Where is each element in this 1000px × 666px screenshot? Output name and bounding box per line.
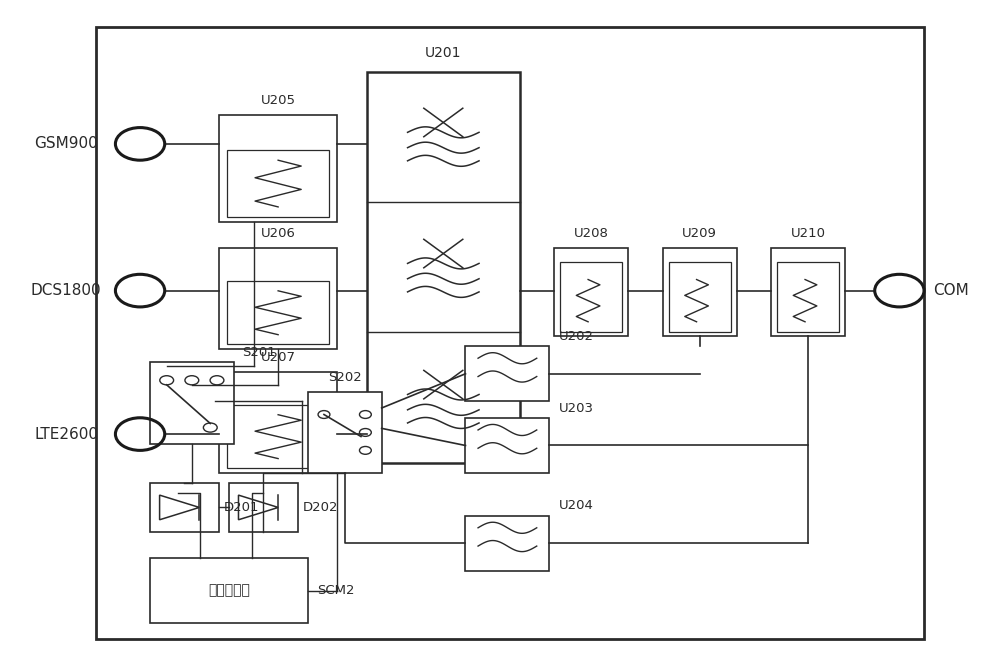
Text: GSM900: GSM900 (34, 137, 98, 151)
Text: D201: D201 (224, 501, 259, 514)
Bar (465, 418, 549, 474)
Bar (96, 27, 924, 639)
Text: U208: U208 (574, 227, 609, 240)
Bar (227, 282, 329, 344)
Bar (777, 262, 839, 332)
Bar (771, 248, 845, 336)
Text: SCM2: SCM2 (318, 584, 355, 597)
Text: 第二单片机: 第二单片机 (208, 583, 250, 597)
Text: U205: U205 (261, 94, 296, 107)
Bar (150, 362, 234, 444)
Text: U206: U206 (261, 227, 296, 240)
Bar (663, 248, 737, 336)
Bar (465, 346, 549, 402)
Text: U203: U203 (559, 402, 594, 414)
Text: S201: S201 (242, 346, 275, 359)
Bar (227, 151, 329, 217)
Bar (150, 558, 308, 623)
Bar (219, 115, 337, 222)
Text: U209: U209 (682, 227, 717, 240)
Bar (150, 483, 219, 532)
Text: U201: U201 (425, 47, 462, 61)
Text: U204: U204 (559, 500, 594, 512)
Text: LTE2600: LTE2600 (34, 427, 98, 442)
Bar (367, 72, 520, 464)
Text: U207: U207 (261, 351, 296, 364)
Bar (554, 248, 628, 336)
Text: COM: COM (933, 283, 969, 298)
Bar (669, 262, 731, 332)
Text: U210: U210 (791, 227, 826, 240)
Bar (465, 515, 549, 571)
Bar (227, 406, 329, 468)
Text: DCS1800: DCS1800 (31, 283, 101, 298)
Text: U202: U202 (559, 330, 594, 343)
Bar (219, 248, 337, 349)
Text: D202: D202 (303, 501, 338, 514)
Bar (219, 372, 337, 474)
Bar (229, 483, 298, 532)
Bar (560, 262, 622, 332)
Bar (308, 392, 382, 474)
Text: S202: S202 (328, 371, 362, 384)
